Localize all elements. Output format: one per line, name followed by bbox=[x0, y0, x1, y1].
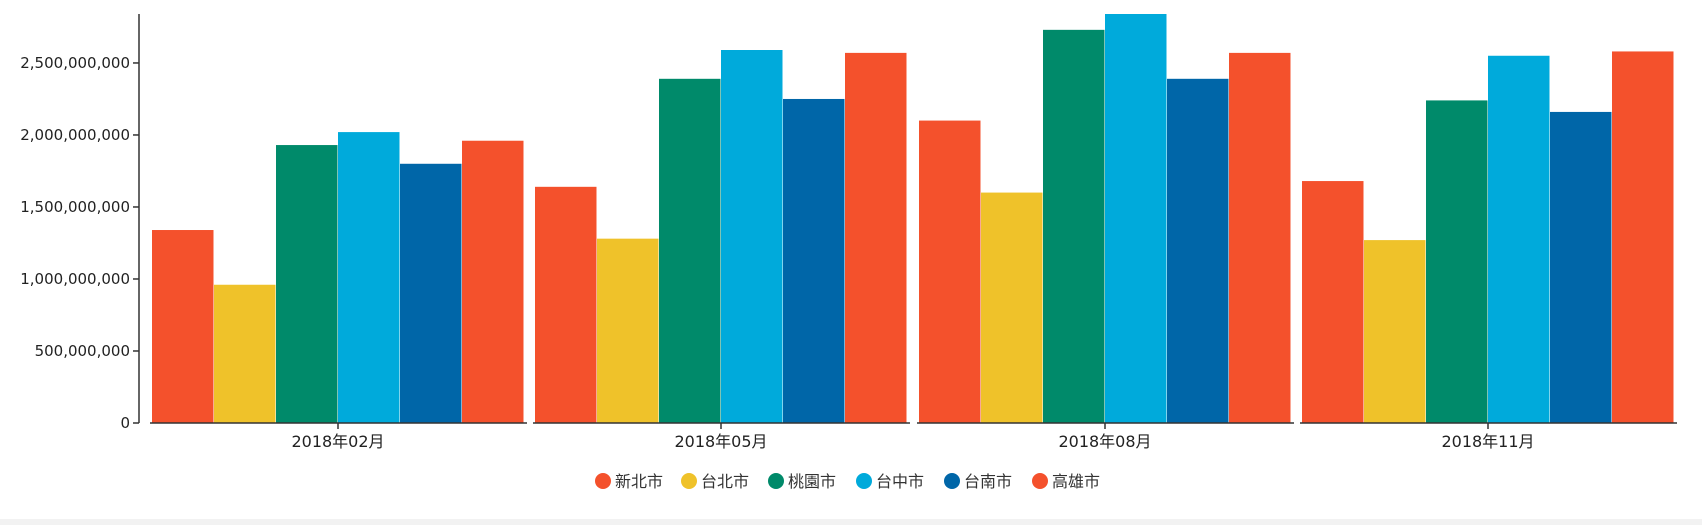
legend-item[interactable]: 桃園市 bbox=[768, 472, 836, 491]
legend-label: 高雄市 bbox=[1052, 472, 1100, 491]
legend-label: 新北市 bbox=[615, 472, 663, 491]
bar bbox=[400, 163, 462, 423]
bar bbox=[1167, 78, 1229, 423]
bar bbox=[659, 78, 721, 423]
legend-item[interactable]: 高雄市 bbox=[1032, 472, 1100, 491]
legend: 新北市 台北市 桃園市 台中市 台南市 高雄市 bbox=[595, 472, 1100, 491]
x-tick-label: 2018年08月 bbox=[1058, 432, 1151, 451]
legend-label: 台中市 bbox=[876, 472, 924, 491]
y-axis: 0 500,000,000 1,000,000,000 1,500,000,000 2,… bbox=[20, 14, 140, 432]
legend-swatch bbox=[856, 473, 872, 489]
bar bbox=[721, 50, 783, 424]
bar bbox=[462, 140, 524, 423]
x-tick-label: 2018年11月 bbox=[1441, 432, 1534, 451]
y-tick-label: 1,000,000,000 bbox=[20, 270, 130, 288]
legend-swatch bbox=[944, 473, 960, 489]
bar bbox=[1105, 14, 1167, 423]
legend-label: 桃園市 bbox=[788, 472, 836, 491]
bar bbox=[276, 145, 338, 424]
legend-item[interactable]: 台南市 bbox=[944, 472, 1012, 491]
bar bbox=[214, 284, 276, 423]
bar bbox=[845, 52, 907, 424]
legend-swatch bbox=[768, 473, 784, 489]
bar bbox=[1612, 51, 1674, 423]
x-tick-label: 2018年02月 bbox=[291, 432, 384, 451]
y-tick-label: 1,500,000,000 bbox=[20, 198, 130, 216]
y-tick-label: 2,500,000,000 bbox=[20, 54, 130, 72]
legend-swatch bbox=[595, 473, 611, 489]
legend-label: 台北市 bbox=[701, 472, 749, 491]
legend-swatch bbox=[681, 473, 697, 489]
bar bbox=[152, 230, 214, 423]
footer-strip bbox=[0, 519, 1702, 525]
legend-item[interactable]: 台中市 bbox=[856, 472, 924, 491]
y-tick-label: 2,000,000,000 bbox=[20, 126, 130, 144]
x-axis: 2018年02月 2018年05月 2018年08月 2018年11月 bbox=[150, 422, 1677, 451]
bar bbox=[1043, 29, 1105, 423]
legend-item[interactable]: 新北市 bbox=[595, 472, 663, 491]
bar bbox=[597, 238, 659, 423]
bar bbox=[981, 192, 1043, 423]
bar bbox=[338, 132, 400, 423]
x-tick-label: 2018年05月 bbox=[674, 432, 767, 451]
bar bbox=[1229, 52, 1291, 424]
bar bbox=[1364, 240, 1426, 423]
bars-layer bbox=[152, 14, 1674, 424]
bar bbox=[919, 120, 981, 423]
bar bbox=[783, 98, 845, 423]
bar bbox=[1550, 111, 1612, 424]
legend-item[interactable]: 台北市 bbox=[681, 472, 749, 491]
legend-swatch bbox=[1032, 473, 1048, 489]
bar bbox=[1488, 55, 1550, 423]
bar bbox=[535, 186, 597, 423]
y-tick-label: 500,000,000 bbox=[35, 342, 130, 360]
y-tick-label: 0 bbox=[120, 414, 130, 432]
legend-label: 台南市 bbox=[964, 472, 1012, 491]
bar bbox=[1426, 100, 1488, 423]
bar bbox=[1302, 181, 1364, 423]
